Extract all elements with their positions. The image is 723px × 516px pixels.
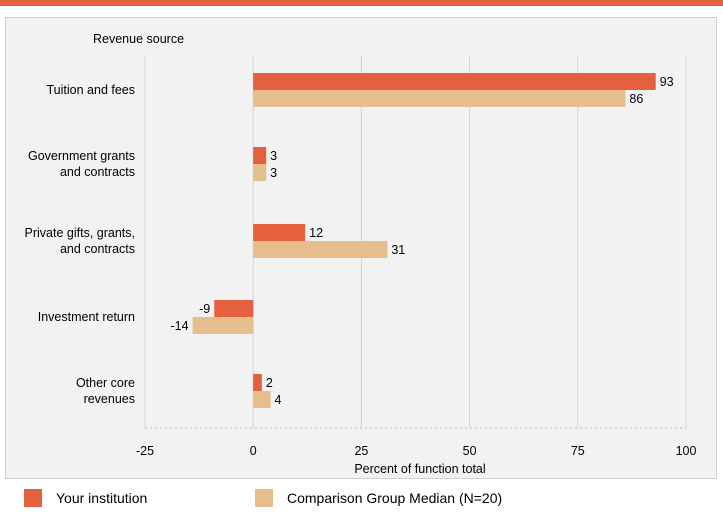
- bar-your-institution: [214, 300, 254, 317]
- x-tick-label: 25: [354, 444, 368, 458]
- x-tick-label: 75: [571, 444, 585, 458]
- bar-comparison-median: [253, 391, 271, 408]
- x-tick-label: 0: [250, 444, 257, 458]
- bar-your-institution: [253, 374, 262, 391]
- data-label: 3: [270, 149, 277, 163]
- data-label: -14: [171, 319, 189, 333]
- legend-item-comparison-group: Comparison Group Median (N=20): [255, 489, 502, 507]
- legend-swatch: [24, 489, 42, 507]
- x-tick-label: -25: [136, 444, 154, 458]
- x-tick-label: 50: [463, 444, 477, 458]
- legend-item-your-institution: Your institution: [24, 489, 147, 507]
- category-label: Tuition and fees: [47, 83, 135, 97]
- legend-label: Your institution: [56, 490, 148, 506]
- bar-your-institution: [253, 224, 306, 241]
- legend-swatch: [255, 489, 273, 507]
- legend-label: Comparison Group Median (N=20): [287, 490, 503, 506]
- category-label: Other core revenues: [76, 376, 135, 406]
- grid-lines: [144, 56, 687, 429]
- data-label: 12: [309, 226, 323, 240]
- data-label: 31: [391, 243, 405, 257]
- chart-title: Revenue source: [93, 32, 184, 46]
- data-label: -9: [199, 302, 210, 316]
- data-label: 86: [629, 92, 643, 106]
- bar-your-institution: [253, 73, 656, 90]
- labels: -25 0 25 50 75 100 Tuition and fees 93 86 Governm…: [25, 75, 697, 458]
- category-label: Government grants and contracts: [28, 149, 135, 179]
- bar-comparison-median: [192, 317, 254, 334]
- data-label: 4: [275, 393, 282, 407]
- data-label: 3: [270, 166, 277, 180]
- bar-comparison-median: [253, 90, 626, 107]
- bar-comparison-median: [253, 241, 388, 258]
- category-label: Private gifts, grants, and contracts: [25, 226, 135, 256]
- x-axis-label: Percent of function total: [354, 462, 485, 476]
- data-label: 2: [266, 376, 273, 390]
- bar-your-institution: [253, 147, 267, 164]
- x-tick-label: 100: [676, 444, 697, 458]
- top-accent-rule: [0, 0, 723, 6]
- bar-comparison-median: [253, 164, 267, 181]
- bars: [192, 73, 656, 408]
- data-label: 93: [660, 75, 674, 89]
- category-label: Investment return: [38, 310, 135, 324]
